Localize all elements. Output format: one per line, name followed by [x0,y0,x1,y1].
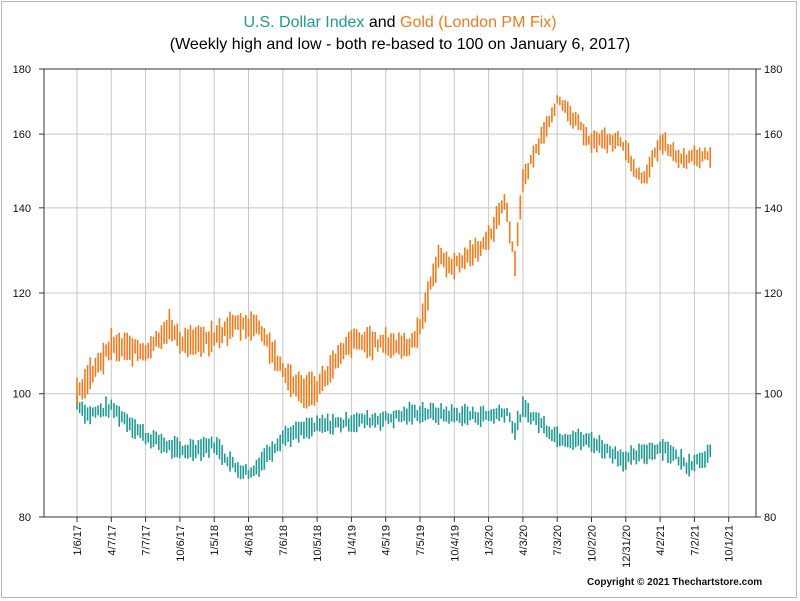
y-tick-label-right: 120 [764,288,782,300]
x-tick-label: 4/3/20 [518,525,530,556]
x-tick-label: 4/6/18 [244,525,256,556]
y-tick-label-left: 180 [13,64,31,76]
x-tick-label: 10/6/17 [175,525,187,562]
x-tick-label: 7/2/21 [689,525,701,556]
y-tick-label-right: 80 [764,512,776,524]
x-tick-label: 7/5/19 [415,525,427,556]
x-tick-label: 10/1/21 [724,525,736,562]
x-tick-label: 4/5/19 [381,525,393,556]
y-tick-label-left: 160 [13,129,31,141]
x-tick-label: 1/4/19 [346,525,358,556]
x-tick-label: 7/7/17 [141,525,153,556]
y-tick-label-right: 140 [764,203,782,215]
y-tick-label-left: 140 [13,203,31,215]
series-layer [76,95,712,480]
plot-border [43,68,757,518]
x-tick-label: 10/4/19 [449,525,461,562]
x-tick-label: 10/5/18 [312,525,324,562]
x-tick-label: 1/3/20 [484,525,496,556]
x-tick-label: 7/6/18 [278,525,290,556]
y-tick-label-right: 100 [764,389,782,401]
x-tick-label: 1/6/17 [72,525,84,556]
x-tick-label: 1/5/18 [209,525,221,556]
gold-series [76,95,712,409]
usd-series [76,394,712,480]
y-tick-label-left: 100 [13,389,31,401]
x-tick-label: 4/2/21 [655,525,667,556]
x-tick-label: 7/3/20 [552,525,564,556]
x-tick-label: 4/7/17 [106,525,118,556]
y-tick-label-left: 80 [19,512,31,524]
y-tick-label-right: 160 [764,129,782,141]
y-tick-label-right: 180 [764,64,782,76]
y-tick-label-left: 120 [13,288,31,300]
title-gold: Gold (London PM Fix) [400,14,557,31]
axes: 80 80 100 100 120 120 140 140 160 160 180 180 1/6/17… [13,64,783,568]
title-and: and [368,14,396,31]
title-usd: U.S. Dollar Index [243,14,365,31]
copyright-text: Copyright © 2021 Thechartstore.com [587,577,763,588]
x-tick-label: 12/31/20 [621,525,633,568]
x-tick-label: 10/2/20 [587,525,599,562]
chart-subtitle: (Weekly high and low - both re-based to … [169,36,631,53]
chart-title: U.S. Dollar Index and Gold (London PM Fi… [0,14,800,32]
